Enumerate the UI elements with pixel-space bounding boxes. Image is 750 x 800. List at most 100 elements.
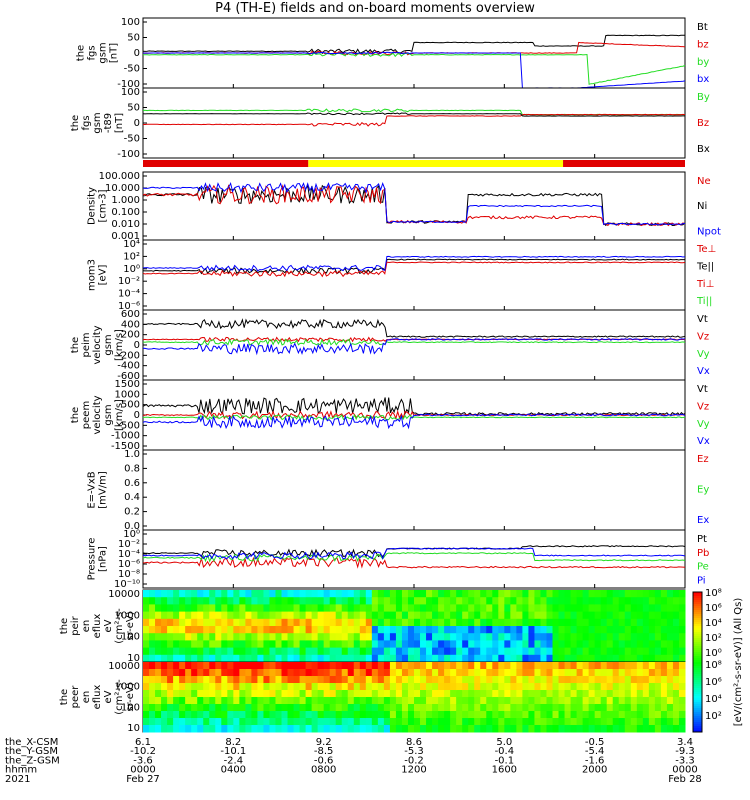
- y-tick-label: 10²: [123, 251, 140, 262]
- heatmap-cell: [444, 697, 451, 705]
- heatmap-cell: [564, 711, 572, 719]
- heatmap-cell: [407, 590, 415, 598]
- heatmap-cell: [642, 633, 650, 641]
- panel-ylabel: the: [59, 689, 70, 705]
- heatmap-cell: [564, 640, 572, 649]
- heatmap-cell: [528, 618, 535, 627]
- heatmap-cell: [618, 725, 626, 733]
- heatmap-cell: [504, 662, 511, 670]
- heatmap-cell: [263, 604, 270, 613]
- heatmap-cell: [438, 662, 445, 670]
- heatmap-cell: [606, 704, 614, 712]
- heatmap-cell: [426, 711, 433, 719]
- heatmap-cell: [359, 704, 367, 712]
- heatmap-cell: [353, 647, 361, 656]
- heatmap-cell: [383, 697, 391, 705]
- heatmap-cell: [636, 683, 644, 691]
- heatmap-cell: [233, 704, 240, 712]
- heatmap-cell: [588, 626, 596, 634]
- heatmap-cell: [227, 718, 234, 726]
- legend-Vt: Vt: [697, 384, 708, 395]
- heatmap-cell: [185, 654, 192, 663]
- heatmap-cell: [426, 683, 433, 691]
- heatmap-cell: [558, 683, 566, 691]
- heatmap-cell: [540, 683, 547, 691]
- heatmap-cell: [269, 690, 276, 698]
- heatmap-cell: [510, 718, 517, 726]
- heatmap-cell: [383, 654, 391, 663]
- panel-ylabel: gsm: [103, 404, 114, 425]
- heatmap-cell: [504, 718, 511, 726]
- heatmap-cell: [395, 669, 403, 677]
- heatmap-cell: [173, 676, 180, 684]
- heatmap-cell: [197, 662, 204, 670]
- heatmap-cell: [323, 647, 331, 656]
- heatmap-cell: [606, 662, 614, 670]
- heatmap-cell: [570, 626, 578, 634]
- heatmap-cell: [365, 711, 373, 719]
- heatmap-cell: [377, 711, 385, 719]
- heatmap-cell: [594, 640, 602, 649]
- heatmap-cell: [546, 640, 554, 649]
- heatmap-cell: [450, 611, 457, 620]
- heatmap-cell: [558, 704, 566, 712]
- heatmap-cell: [287, 676, 295, 684]
- heatmap-cell: [420, 711, 427, 719]
- heatmap-cell: [666, 718, 674, 726]
- legend-Pi: Pi: [697, 575, 706, 586]
- heatmap-cell: [660, 725, 668, 733]
- heatmap-cell: [624, 654, 632, 663]
- heatmap-cell: [317, 590, 325, 598]
- y-tick-label: 0: [134, 410, 140, 421]
- heatmap-cell: [666, 590, 674, 598]
- heatmap-cell: [263, 626, 270, 634]
- heatmap-cell: [414, 618, 421, 627]
- heatmap-cell: [570, 604, 578, 613]
- heatmap-cell: [558, 662, 566, 670]
- heatmap-cell: [173, 604, 180, 613]
- heatmap-cell: [558, 690, 566, 698]
- heatmap-cell: [149, 654, 156, 663]
- heatmap-cell: [203, 697, 210, 705]
- heatmap-cell: [203, 669, 210, 677]
- y-tick-label: 1000: [115, 610, 140, 621]
- heatmap-cell: [636, 676, 644, 684]
- heatmap-cell: [570, 640, 578, 649]
- heatmap-cell: [444, 718, 451, 726]
- heatmap-cell: [534, 654, 541, 663]
- series-line-bt: [142, 34, 685, 55]
- heatmap-cell: [552, 683, 560, 691]
- heatmap-cell: [371, 690, 379, 698]
- heatmap-cell: [329, 711, 337, 719]
- heatmap-cell: [624, 590, 632, 598]
- heatmap-cell: [594, 697, 602, 705]
- heatmap-cell: [293, 697, 301, 705]
- heatmap-cell: [179, 633, 186, 641]
- heatmap-cell: [251, 597, 258, 605]
- heatmap-cell: [371, 640, 379, 649]
- heatmap-cell: [468, 683, 475, 691]
- heatmap-cell: [305, 654, 313, 663]
- heatmap-cell: [221, 676, 228, 684]
- heatmap-cell: [666, 604, 674, 613]
- heatmap-cell: [293, 597, 301, 605]
- heatmap-cell: [341, 604, 349, 613]
- heatmap-cell: [323, 676, 331, 684]
- heatmap-cell: [143, 676, 150, 684]
- heatmap-cell: [432, 633, 439, 641]
- heatmap-cell: [624, 676, 632, 684]
- heatmap-cell: [630, 725, 638, 733]
- heatmap-cell: [582, 718, 590, 726]
- heatmap-cell: [233, 683, 240, 691]
- heatmap-cell: [329, 704, 337, 712]
- heatmap-cell: [594, 597, 602, 605]
- heatmap-cell: [401, 718, 409, 726]
- heatmap-cell: [335, 676, 343, 684]
- heatmap-cell: [582, 647, 590, 656]
- heatmap-cell: [257, 676, 264, 684]
- heatmap-cell: [558, 626, 566, 634]
- heatmap-cell: [570, 647, 578, 656]
- heatmap-cell: [281, 633, 289, 641]
- heatmap-cell: [654, 725, 662, 733]
- heatmap-cell: [576, 626, 584, 634]
